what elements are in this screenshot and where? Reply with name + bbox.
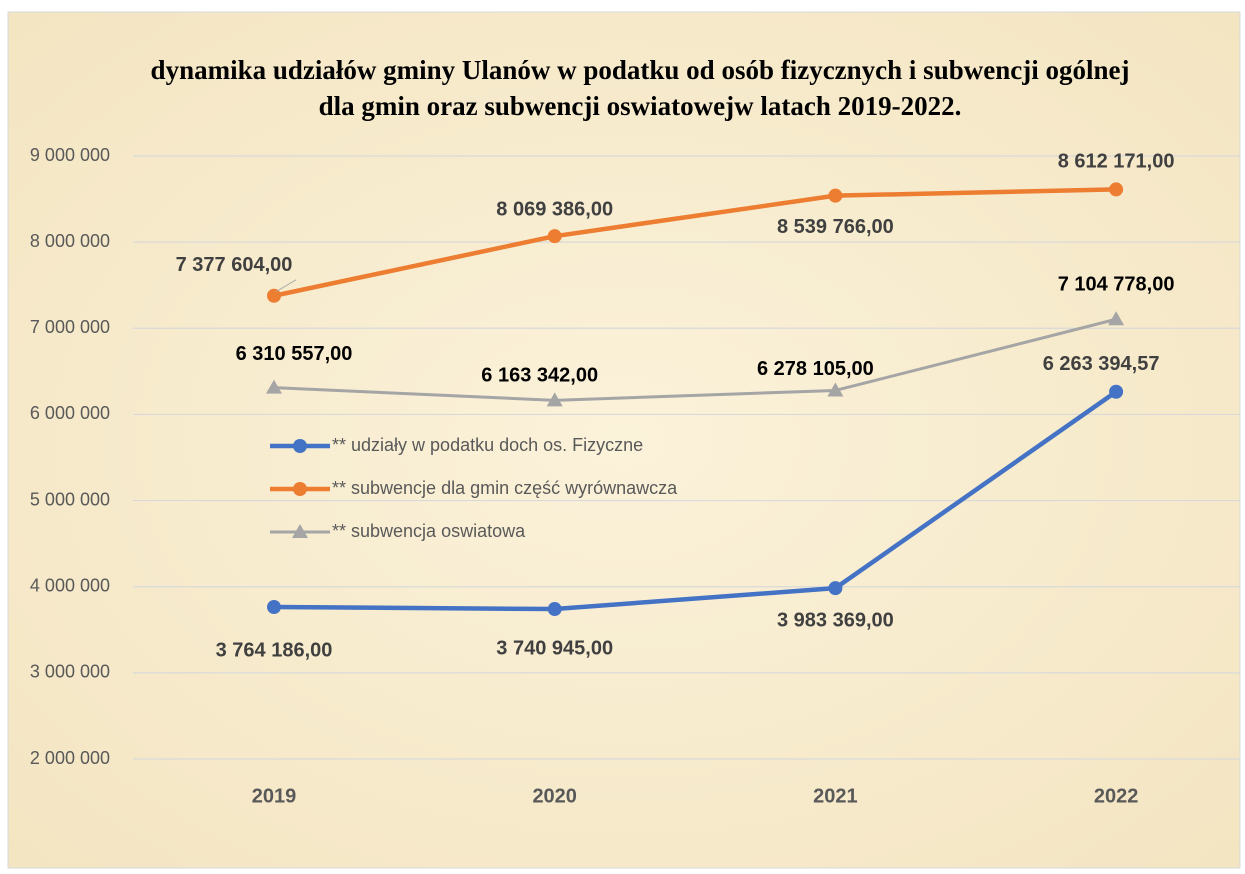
data-label: 8 539 766,00	[777, 216, 894, 238]
data-point	[827, 382, 844, 397]
y-tick-label: 7 000 000	[30, 317, 110, 337]
chart-area	[7, 11, 1241, 869]
data-point	[546, 392, 563, 407]
y-tick-label: 6 000 000	[30, 403, 110, 423]
y-tick-label: 8 000 000	[30, 231, 110, 251]
data-label: 6 278 105,00	[757, 358, 874, 380]
legend-label: ** subwencje dla gmin część wyrównawcza	[332, 478, 678, 498]
x-tick-label: 2019	[252, 785, 297, 807]
series-line	[273, 389, 1118, 612]
data-label: 6 263 394,57	[1043, 353, 1160, 375]
data-label: 3 764 186,00	[216, 639, 333, 661]
series-line	[273, 317, 1117, 402]
data-point	[266, 379, 282, 394]
data-point	[267, 600, 281, 615]
legend-marker	[293, 439, 307, 453]
data-point	[547, 602, 562, 617]
data-label: 7 104 778,00	[1058, 274, 1175, 296]
x-tick-label: 2020	[532, 785, 577, 807]
data-label: 8 069 386,00	[496, 198, 613, 220]
data-label: 6 310 557,00	[236, 343, 353, 365]
x-tick-label: 2022	[1094, 785, 1139, 807]
y-tick-label: 9 000 000	[30, 145, 110, 165]
series-line	[273, 187, 1117, 298]
y-tick-label: 4 000 000	[30, 575, 110, 595]
x-tick-label: 2021	[813, 785, 858, 807]
data-point	[1109, 182, 1124, 197]
legend-marker	[292, 524, 308, 538]
data-point	[267, 288, 281, 303]
chart-title: dynamika udziałów gminy Ulanów w podatku…	[150, 55, 1130, 121]
data-point	[828, 581, 843, 596]
y-tick-label: 5 000 000	[30, 489, 110, 509]
data-label: 6 163 342,00	[481, 365, 598, 387]
data-label: 3 983 369,00	[777, 609, 894, 631]
data-point	[1109, 384, 1124, 399]
y-tick-label: 3 000 000	[30, 662, 110, 682]
data-label: 8 612 171,00	[1058, 151, 1175, 173]
y-tick-label: 2 000 000	[30, 748, 110, 768]
legend-marker	[293, 482, 307, 496]
data-label: 3 740 945,00	[496, 637, 613, 659]
data-point	[547, 229, 562, 244]
data-label: 7 377 604,00	[176, 254, 293, 276]
legend-label: ** subwencja oswiatowa	[332, 521, 526, 541]
legend-label: ** udziały w podatku doch os. Fizyczne	[332, 435, 643, 455]
leader-line	[275, 279, 297, 293]
data-point	[1108, 311, 1125, 326]
data-point	[828, 188, 843, 203]
